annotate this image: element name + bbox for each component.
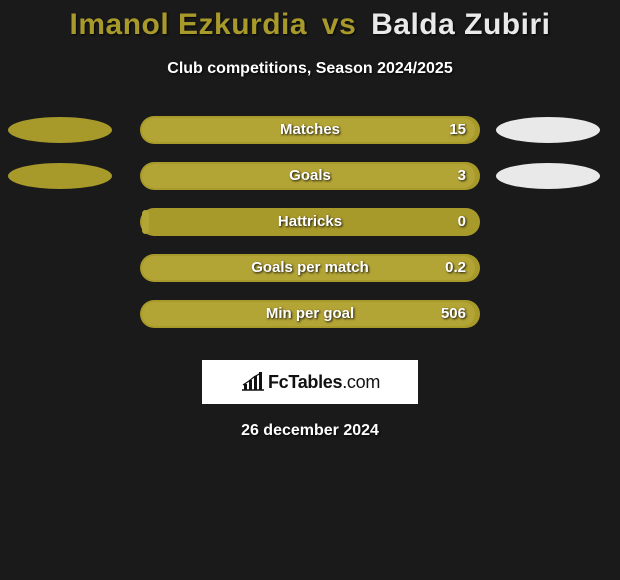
- stat-row: Goals3: [0, 162, 620, 208]
- logo-text: FcTables.com: [268, 372, 380, 393]
- stat-label: Goals: [140, 162, 480, 190]
- stat-row: Min per goal506: [0, 300, 620, 346]
- vs-label: vs: [322, 8, 356, 41]
- stat-value: 3: [458, 162, 466, 190]
- stat-row: Matches15: [0, 116, 620, 162]
- fctables-logo: FcTables.com: [202, 360, 418, 404]
- stats-rows: Matches15Goals3Hattricks0Goals per match…: [0, 116, 620, 346]
- stat-value: 0.2: [445, 254, 466, 282]
- stat-row: Goals per match0.2: [0, 254, 620, 300]
- stat-row: Hattricks0: [0, 208, 620, 254]
- date-label: 26 december 2024: [0, 422, 620, 440]
- page-title: Imanol Ezkurdia vs Balda Zubiri: [0, 8, 620, 42]
- stat-label: Goals per match: [140, 254, 480, 282]
- stat-value: 15: [449, 116, 466, 144]
- player2-marker: [496, 163, 600, 189]
- stat-value: 506: [441, 300, 466, 328]
- logo-brand: FcTables: [268, 372, 342, 392]
- player1-name: Imanol Ezkurdia: [70, 8, 308, 41]
- player1-marker: [8, 117, 112, 143]
- subtitle: Club competitions, Season 2024/2025: [0, 60, 620, 78]
- stat-label: Min per goal: [140, 300, 480, 328]
- stat-label: Hattricks: [140, 208, 480, 236]
- player1-marker: [8, 163, 112, 189]
- stats-comparison-card: Imanol Ezkurdia vs Balda Zubiri Club com…: [0, 0, 620, 580]
- player2-name: Balda Zubiri: [371, 8, 550, 41]
- stat-label: Matches: [140, 116, 480, 144]
- player2-marker: [496, 117, 600, 143]
- stat-value: 0: [458, 208, 466, 236]
- bar-chart-icon: [240, 372, 266, 392]
- logo-tld: .com: [342, 372, 380, 392]
